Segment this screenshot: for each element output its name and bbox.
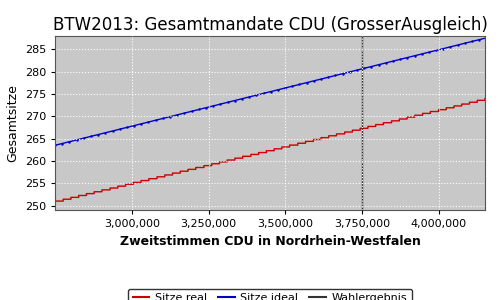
Sitze real <box>52 199 58 203</box>
Sitze ideal <box>306 80 312 84</box>
Sitze ideal <box>308 80 314 83</box>
Sitze real <box>388 121 394 124</box>
Y-axis label: Gesamtsitze: Gesamtsitze <box>6 84 19 162</box>
Legend: Sitze real, Sitze ideal, Wahlergebnis: Sitze real, Sitze ideal, Wahlergebnis <box>128 289 412 300</box>
Title: BTW2013: Gesamtmandate CDU (GrosserAusgleich): BTW2013: Gesamtmandate CDU (GrosserAusgl… <box>52 16 488 34</box>
Sitze ideal <box>54 143 60 147</box>
Sitze ideal <box>442 46 448 50</box>
X-axis label: Zweitstimmen CDU in Nordrhein-Westfalen: Zweitstimmen CDU in Nordrhein-Westfalen <box>120 235 420 248</box>
Sitze ideal <box>52 143 58 147</box>
Sitze real <box>482 97 488 100</box>
Line: Sitze real: Sitze real <box>55 98 485 201</box>
Sitze real <box>348 130 354 134</box>
Sitze real <box>226 158 232 162</box>
Sitze real <box>242 154 248 158</box>
Sitze real <box>96 190 102 194</box>
Sitze ideal <box>482 36 488 40</box>
Sitze real <box>395 119 401 123</box>
Sitze ideal <box>414 53 420 57</box>
Line: Sitze ideal: Sitze ideal <box>54 37 486 146</box>
Sitze ideal <box>315 78 321 82</box>
